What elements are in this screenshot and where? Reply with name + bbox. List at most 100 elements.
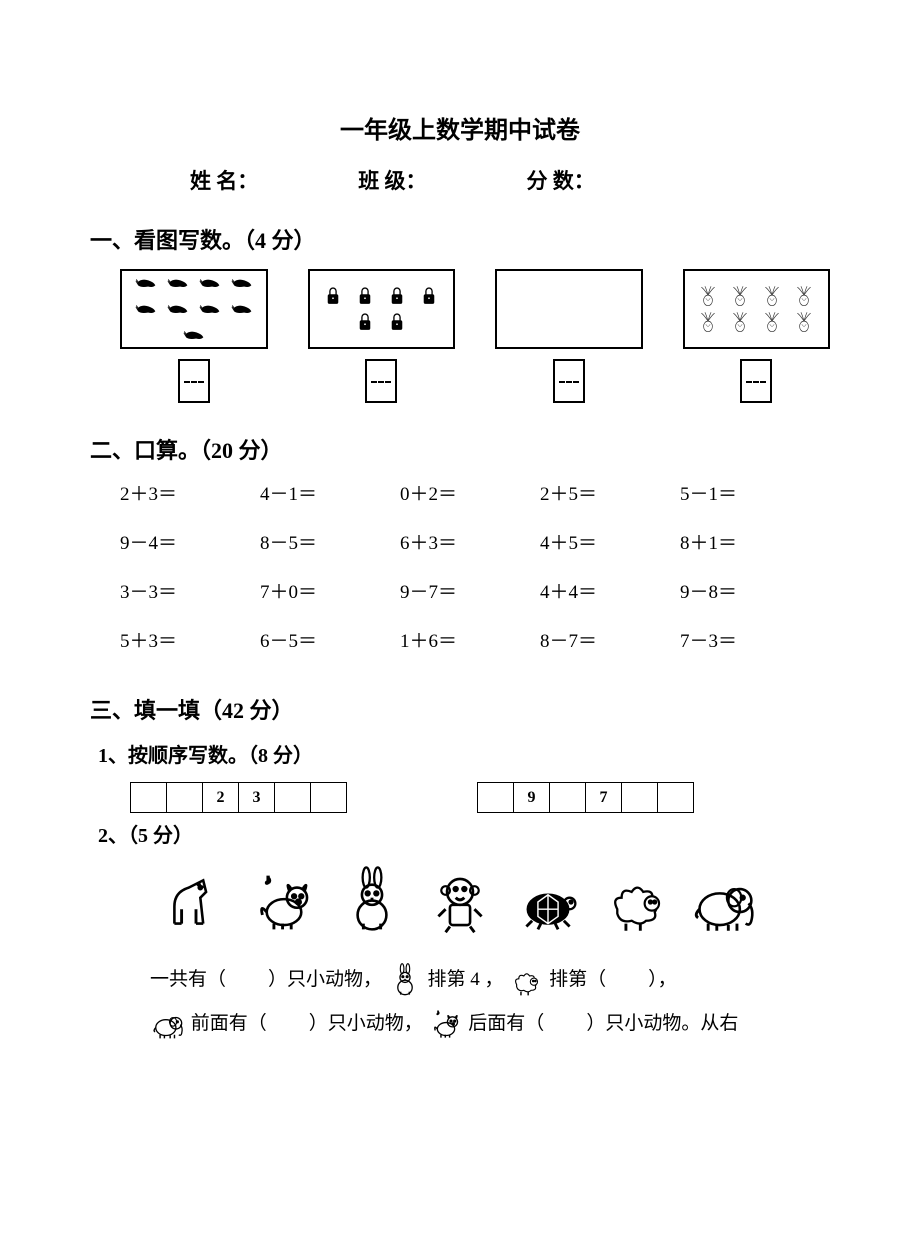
calc-cell: 0＋2＝ — [400, 479, 540, 506]
seq-cell[interactable] — [478, 783, 514, 813]
seq-cell[interactable] — [622, 783, 658, 813]
cabbage-icon — [791, 311, 817, 333]
text: 排第 4 ， — [428, 969, 504, 990]
cabbage-icon — [695, 311, 721, 333]
seq-cell[interactable] — [167, 783, 203, 813]
text: ）只小动物。从右 — [586, 1013, 738, 1034]
shrimp-icon — [165, 272, 191, 294]
answer-box[interactable] — [178, 359, 210, 403]
seq-cell[interactable] — [658, 783, 694, 813]
seq-cell[interactable]: 2 — [203, 783, 239, 813]
text: ）只小动物， — [309, 1013, 423, 1034]
seq-cell[interactable] — [311, 783, 347, 813]
seq-cell[interactable]: 3 — [239, 783, 275, 813]
q3-2-heading: 2、（5 分） — [98, 819, 830, 848]
calc-cell: 1＋6＝ — [400, 626, 540, 653]
calc-row: 2＋3＝4－1＝0＋2＝2＋5＝5－1＝ — [120, 479, 830, 506]
calc-cell: 8－7＝ — [540, 626, 680, 653]
sheep-icon — [600, 864, 672, 940]
shrimp-icon — [165, 298, 191, 320]
calc-cell: 5＋3＝ — [120, 626, 260, 653]
cabbage-icon — [791, 285, 817, 307]
monkey-icon — [424, 864, 496, 940]
text: 后面有（ — [468, 1013, 544, 1034]
cabbage-icon — [759, 285, 785, 307]
calc-cell: 4－1＝ — [260, 479, 400, 506]
seq-cell[interactable]: 7 — [586, 783, 622, 813]
info-row: 姓 名： 班 级： 分 数： — [90, 165, 830, 195]
shrimp-icon — [133, 298, 159, 320]
shrimp-icon — [181, 324, 207, 346]
calc-cell: 2＋5＝ — [540, 479, 680, 506]
calc-cell: 9－4＝ — [120, 528, 260, 555]
answer-box[interactable] — [740, 359, 772, 403]
svg-text:♪: ♪ — [436, 1011, 439, 1017]
calc-cell: 9－8＝ — [680, 577, 820, 604]
dog-icon: ♪ — [428, 1006, 464, 1042]
section1-heading: 一、看图写数。（4 分） — [90, 223, 830, 255]
shrimp-icon — [197, 272, 223, 294]
cabbage-icon — [695, 285, 721, 307]
calc-cell: 6－5＝ — [260, 626, 400, 653]
q3-2-text: 一共有（ ）只小动物， 排第 4 ， 排第（ ）， 前面有（ ）只小动物， ♪ … — [90, 958, 830, 1045]
elephant-icon — [150, 1006, 186, 1042]
calc-cell: 9－7＝ — [400, 577, 540, 604]
calc-cell: 3－3＝ — [120, 577, 260, 604]
elephant-icon — [688, 864, 760, 940]
rabbit-icon — [387, 963, 423, 999]
class-label: 班 级： — [358, 165, 426, 195]
shrimp-icon — [229, 272, 255, 294]
seq-row: 23 97 — [90, 782, 830, 813]
seq-cell[interactable]: 9 — [514, 783, 550, 813]
svg-text:♪: ♪ — [265, 874, 271, 886]
count-box-empty — [495, 269, 643, 349]
text: 排第（ — [549, 969, 606, 990]
seq-cell[interactable] — [131, 783, 167, 813]
lock-icon — [352, 311, 378, 333]
seq-table-b[interactable]: 97 — [477, 782, 694, 813]
text: 前面有（ — [191, 1013, 267, 1034]
text: 一共有（ — [150, 969, 226, 990]
section3-heading: 三、填一填（42 分） — [90, 693, 830, 725]
calc-row: 9－4＝8－5＝6＋3＝4＋5＝8＋1＝ — [120, 528, 830, 555]
cabbage-icon — [759, 311, 785, 333]
page-title: 一年级上数学期中试卷 — [90, 110, 830, 145]
lock-icon — [352, 285, 378, 307]
shrimp-icon — [229, 298, 255, 320]
answer-box[interactable] — [365, 359, 397, 403]
shrimp-icon — [133, 272, 159, 294]
calc-cell: 7－3＝ — [680, 626, 820, 653]
calc-cell: 4＋5＝ — [540, 528, 680, 555]
seq-cell[interactable] — [550, 783, 586, 813]
q1-answers — [90, 359, 830, 403]
cabbage-icon — [727, 285, 753, 307]
q2-grid: 2＋3＝4－1＝0＋2＝2＋5＝5－1＝ 9－4＝8－5＝6＋3＝4＋5＝8＋1＝… — [90, 479, 830, 653]
count-box-cabbage — [683, 269, 831, 349]
count-box-shrimp — [120, 269, 268, 349]
seq-cell[interactable] — [275, 783, 311, 813]
calc-cell: 4＋4＝ — [540, 577, 680, 604]
name-label: 姓 名： — [190, 165, 258, 195]
count-box-lock — [308, 269, 456, 349]
dog-icon: ♪ — [248, 864, 320, 940]
seq-table-a[interactable]: 23 — [130, 782, 347, 813]
turtle-icon — [512, 864, 584, 940]
calc-cell: 8－5＝ — [260, 528, 400, 555]
calc-cell: 7＋0＝ — [260, 577, 400, 604]
calc-cell: 8＋1＝ — [680, 528, 820, 555]
answer-box[interactable] — [553, 359, 585, 403]
q3-1-heading: 1、按顺序写数。（8 分） — [98, 739, 830, 768]
section2-heading: 二、口算。（20 分） — [90, 433, 830, 465]
text: ）只小动物， — [268, 969, 382, 990]
animal-row: ♪ — [90, 864, 830, 940]
calc-row: 3－3＝7＋0＝9－7＝4＋4＝9－8＝ — [120, 577, 830, 604]
shrimp-icon — [197, 298, 223, 320]
sheep-icon — [508, 963, 544, 999]
horse-icon — [160, 864, 232, 940]
text: ）， — [648, 969, 677, 990]
calc-cell: 5－1＝ — [680, 479, 820, 506]
rabbit-icon — [336, 864, 408, 940]
lock-icon — [416, 285, 442, 307]
lock-icon — [384, 285, 410, 307]
cabbage-icon — [727, 311, 753, 333]
